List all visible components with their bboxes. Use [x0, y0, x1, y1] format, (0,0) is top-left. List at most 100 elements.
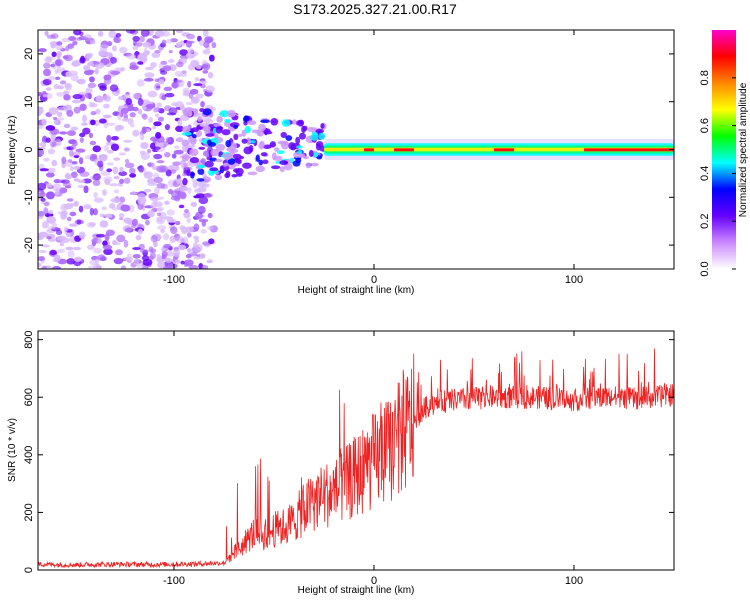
noise-speck — [144, 188, 152, 193]
noise-speck — [90, 119, 96, 126]
noise-speck — [103, 144, 110, 152]
spectrogram-x-tick-label: 100 — [565, 274, 583, 286]
noise-speck — [208, 238, 215, 245]
noise-speck — [155, 132, 162, 139]
scatter-blob — [298, 132, 306, 140]
noise-speck — [157, 206, 164, 212]
noise-speck — [174, 259, 181, 264]
scatter-blob — [192, 108, 198, 116]
noise-speck — [206, 259, 213, 264]
noise-speck — [179, 49, 189, 56]
noise-speck — [68, 36, 77, 42]
noise-speck — [161, 250, 168, 258]
noise-speck — [99, 220, 109, 228]
line-core-red — [494, 148, 514, 152]
noise-speck — [59, 131, 68, 135]
noise-speck — [73, 106, 81, 114]
noise-speck — [173, 145, 180, 149]
noise-speck — [82, 114, 88, 123]
noise-speck — [71, 61, 81, 67]
noise-speck — [171, 102, 179, 107]
noise-speck — [193, 235, 199, 240]
noise-speck — [147, 178, 156, 185]
noise-speck — [46, 92, 53, 99]
noise-speck — [179, 104, 185, 111]
scatter-blob — [191, 133, 197, 139]
noise-speck — [145, 103, 156, 109]
noise-speck — [86, 40, 91, 45]
noise-speck — [137, 108, 143, 115]
scatter-blob — [246, 137, 251, 146]
scatter-blob — [210, 148, 220, 157]
noise-speck — [163, 265, 172, 269]
noise-speck — [193, 195, 201, 199]
noise-speck — [150, 234, 158, 243]
noise-speck — [154, 30, 165, 38]
scatter-blob — [225, 170, 231, 178]
noise-speck — [38, 48, 47, 53]
scatter-blob — [281, 119, 291, 127]
noise-speck — [99, 155, 108, 162]
noise-speck — [46, 34, 56, 39]
scatter-blob — [302, 125, 308, 131]
noise-speck — [105, 213, 113, 218]
scatter-blob — [279, 166, 285, 173]
noise-speck — [185, 101, 193, 106]
scatter-blob — [258, 159, 264, 166]
noise-speck — [145, 219, 150, 226]
noise-speck — [133, 257, 140, 266]
noise-speck — [78, 157, 84, 165]
noise-speck — [208, 54, 215, 62]
noise-speck — [49, 41, 59, 47]
noise-speck — [69, 223, 78, 227]
noise-speck — [56, 248, 66, 254]
noise-speck — [68, 159, 73, 164]
scatter-blob — [238, 133, 243, 137]
noise-speck — [198, 218, 209, 223]
noise-speck — [187, 48, 195, 54]
noise-speck — [197, 205, 206, 214]
scatter-blob — [182, 177, 188, 186]
noise-speck — [60, 203, 68, 212]
noise-speck — [157, 116, 164, 122]
noise-speck — [54, 58, 64, 67]
noise-speck — [113, 175, 120, 180]
noise-speck — [44, 57, 53, 64]
noise-speck — [164, 123, 171, 131]
noise-speck — [118, 171, 128, 177]
scatter-blob — [247, 171, 258, 176]
noise-speck — [169, 235, 176, 243]
scatter-blob — [231, 174, 238, 178]
colorbar: 0.0 0.2 0.4 0.6 0.8 Normalized spectral ampl… — [699, 30, 749, 277]
noise-speck — [113, 36, 122, 43]
noise-speck — [158, 196, 165, 200]
noise-speck — [151, 52, 161, 59]
scatter-blob — [226, 109, 236, 118]
scatter-blob — [222, 163, 228, 167]
spectrogram-x-label: Height of straight line (km) — [298, 285, 415, 296]
noise-speck — [115, 32, 122, 38]
noise-speck — [143, 77, 154, 82]
noise-speck — [46, 87, 52, 91]
noise-speck — [153, 153, 163, 160]
noise-speck — [161, 94, 167, 101]
snr-y-ticks: 0 200 400 600 800 — [23, 330, 674, 573]
noise-speck — [148, 246, 154, 253]
scatter-blob — [256, 129, 262, 136]
noise-speck — [102, 244, 113, 250]
noise-speck — [38, 231, 49, 238]
scatter-blob — [255, 165, 266, 173]
noise-speck — [153, 176, 163, 184]
noise-speck — [123, 147, 130, 152]
noise-speck — [86, 244, 95, 250]
scatter-blob — [292, 119, 297, 125]
noise-speck — [106, 162, 115, 166]
noise-speck — [143, 171, 149, 176]
noise-speck — [38, 262, 42, 268]
noise-speck — [120, 107, 129, 114]
noise-speck — [102, 189, 107, 196]
noise-speck — [179, 186, 189, 192]
noise-speck — [92, 179, 101, 187]
noise-speck — [59, 242, 64, 247]
noise-speck — [56, 235, 67, 241]
